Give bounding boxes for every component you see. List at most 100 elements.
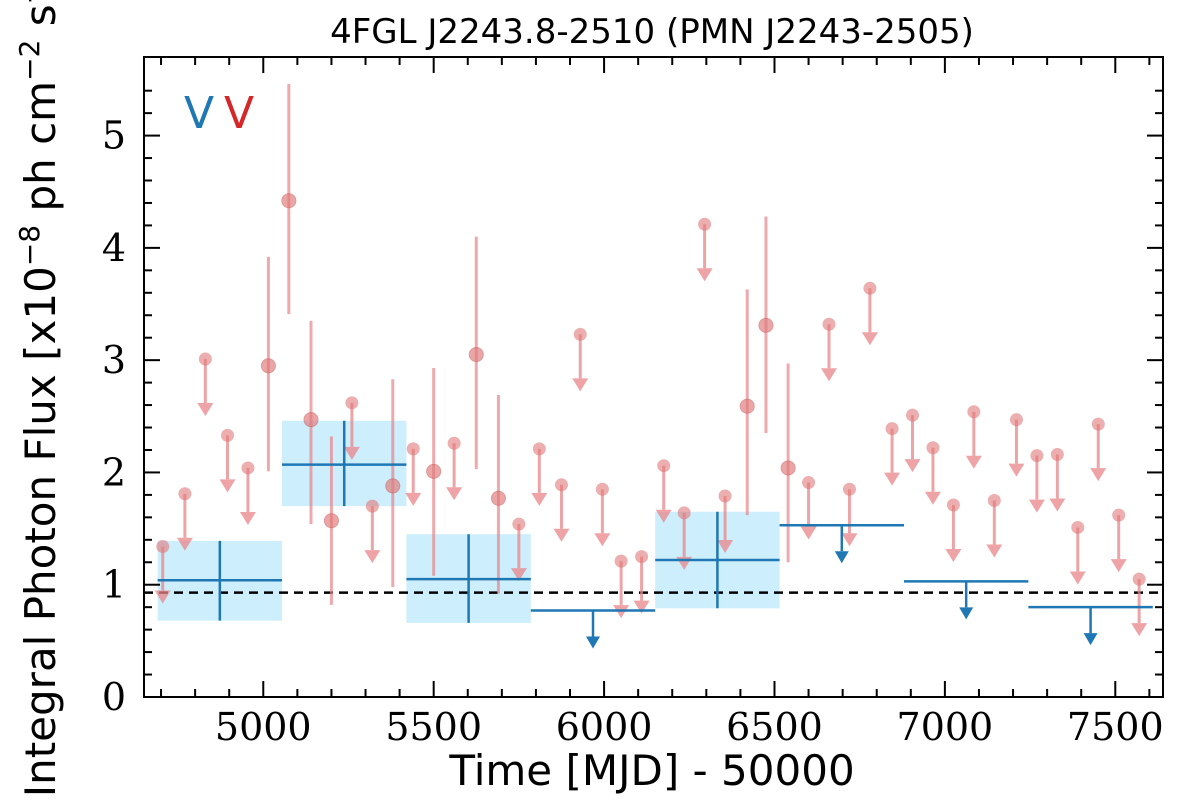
- fine-ul-arrow: [154, 590, 171, 604]
- x-tick-label: 5000: [215, 705, 312, 749]
- fine-ul-point: [863, 281, 877, 295]
- y-tick-label: 1: [102, 563, 126, 607]
- fine-ul-arrow: [717, 540, 734, 554]
- x-tick-label: 7000: [897, 705, 994, 749]
- fine-ul-point: [987, 494, 1001, 508]
- fine-ul-point: [1030, 449, 1044, 463]
- fine-ul-point: [614, 554, 628, 568]
- fine-ul-point: [1132, 572, 1146, 586]
- fine-ul-point: [635, 550, 649, 564]
- x-tick-label: 7500: [1067, 705, 1164, 749]
- fine-ul-arrow: [924, 491, 941, 505]
- fine-detection-point: [758, 317, 774, 333]
- y-tick-label: 3: [102, 338, 126, 382]
- fine-ul-arrow: [945, 549, 962, 562]
- fine-ul-point: [365, 499, 379, 513]
- fine-ul-point: [802, 476, 816, 490]
- fine-ul-arrow: [1090, 468, 1107, 482]
- fine-ul-point: [1071, 520, 1085, 534]
- fine-ul-point: [946, 498, 960, 512]
- fine-ul-point: [926, 441, 940, 455]
- fine-ul-point: [220, 428, 234, 442]
- fine-ul-arrow: [861, 332, 878, 346]
- fine-detection-point: [281, 193, 297, 209]
- fine-ul-arrow: [965, 455, 982, 469]
- coarse-ul-arrow: [959, 607, 974, 620]
- fine-ul-arrow: [405, 492, 422, 506]
- fine-ul-arrow: [696, 268, 713, 282]
- fine-ul-arrow: [364, 550, 381, 564]
- fine-ul-point: [967, 405, 981, 419]
- fine-ul-arrow: [594, 533, 611, 547]
- coarse-ul-arrow: [1083, 633, 1098, 646]
- fine-detection-point: [426, 463, 442, 479]
- fine-ul-point: [595, 482, 609, 496]
- fine-ul-point: [1112, 508, 1126, 522]
- fine-ul-point: [677, 506, 691, 520]
- fine-ul-point: [885, 422, 899, 436]
- fine-ul-point: [1009, 413, 1023, 427]
- fine-ul-point: [1091, 417, 1105, 431]
- fine-ul-point: [532, 442, 546, 456]
- x-tick-label: 5500: [385, 705, 482, 749]
- fine-detection-point: [260, 358, 276, 374]
- fine-detection-point: [303, 412, 319, 428]
- fine-ul-point: [512, 517, 526, 531]
- fine-ul-arrow: [633, 600, 650, 614]
- fine-ul-arrow: [176, 537, 193, 551]
- fine-ul-point: [554, 478, 568, 492]
- fine-ul-arrow: [800, 526, 817, 540]
- fine-ul-point: [406, 442, 420, 456]
- y-tick-label: 2: [102, 450, 126, 494]
- x-tick-label: 6000: [556, 705, 653, 749]
- fine-ul-arrow: [1131, 623, 1148, 637]
- coarse-bin-series: [157, 420, 1153, 649]
- fine-detection-point: [739, 398, 755, 414]
- coarse-ul-arrow: [586, 636, 601, 649]
- fine-ul-arrow: [1049, 498, 1066, 512]
- fine-ul-point: [906, 408, 920, 422]
- fine-ul-arrow: [655, 509, 672, 523]
- fine-ul-arrow: [1008, 463, 1025, 477]
- fine-ul-arrow: [553, 528, 570, 542]
- legend-entry-red: V: [224, 88, 254, 139]
- fine-detection-point: [468, 347, 484, 363]
- fine-ul-point: [698, 217, 712, 231]
- axis-ticks: 5000 5500 6000 6500 7000 7500 0 1 2 3 4 5: [102, 57, 1164, 749]
- fine-ul-point: [198, 352, 212, 366]
- fine-ul-arrow: [1069, 571, 1086, 585]
- fine-ul-arrow: [884, 472, 901, 486]
- fine-ul-point: [1050, 447, 1064, 461]
- fine-detection-point: [780, 460, 796, 476]
- fine-ul-point: [657, 459, 671, 473]
- fine-ul-point: [573, 327, 587, 341]
- fine-ul-point: [822, 317, 836, 331]
- x-axis-label: Time [MJD] - 50000: [448, 746, 854, 795]
- fine-detection-point: [323, 513, 339, 529]
- fine-ul-point: [345, 396, 359, 410]
- fine-ul-point: [447, 436, 461, 450]
- fine-ul-arrow: [572, 378, 589, 392]
- fine-ul-arrow: [446, 487, 463, 501]
- fine-ul-arrow: [1028, 499, 1045, 513]
- fine-ul-arrow: [197, 403, 214, 417]
- fine-ul-arrow: [239, 511, 256, 525]
- plot-frame: [143, 56, 1164, 698]
- legend-entry-blue: V: [184, 88, 214, 139]
- y-tick-label: 0: [102, 675, 126, 719]
- fine-ul-arrow: [821, 368, 838, 382]
- fine-detection-point: [385, 478, 401, 494]
- fine-ul-arrow: [1110, 559, 1127, 573]
- fine-ul-point: [718, 489, 732, 503]
- fine-ul-arrow: [510, 568, 527, 582]
- fine-ul-arrow: [531, 492, 548, 506]
- y-axis-label: Integral Photon Flux [x10−8 ph cm−2 s−1]: [13, 0, 65, 797]
- fine-ul-arrow: [841, 533, 858, 547]
- fine-ul-arrow: [904, 459, 921, 473]
- fine-ul-point: [842, 482, 856, 496]
- y-tick-label: 5: [102, 114, 126, 158]
- fine-detection-point: [490, 490, 506, 506]
- fine-ul-arrow: [986, 544, 1003, 558]
- chart-title: 4FGL J2243.8-2510 (PMN J2243-2505): [330, 12, 974, 52]
